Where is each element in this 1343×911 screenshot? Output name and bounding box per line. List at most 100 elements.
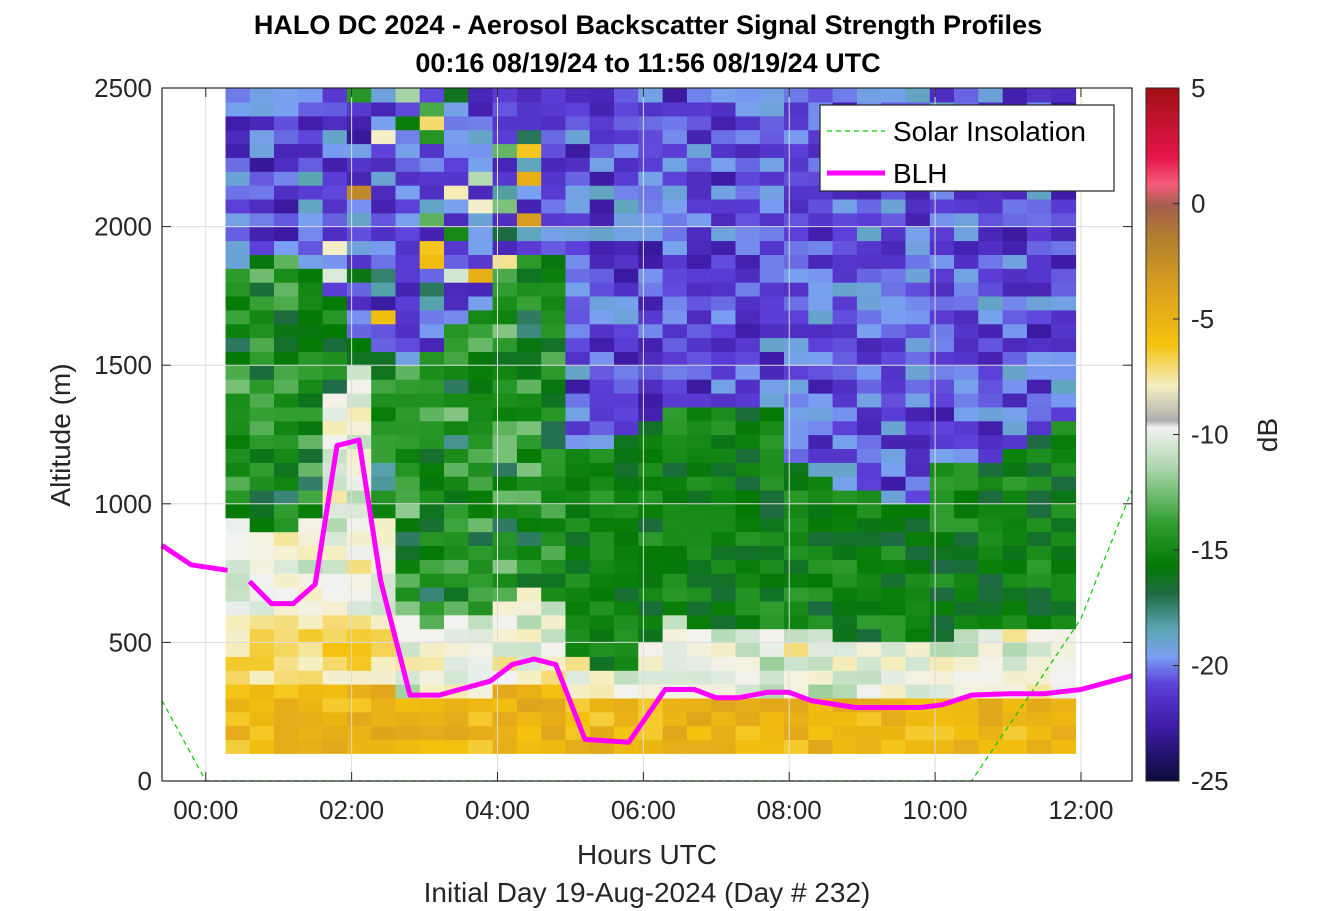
heatmap-cell xyxy=(249,254,275,269)
heatmap-cell xyxy=(274,503,299,519)
heatmap-cell xyxy=(759,226,785,242)
heatmap-cell xyxy=(298,226,324,242)
heatmap-cell xyxy=(954,517,979,533)
heatmap-cell xyxy=(225,392,251,408)
heatmap-cell xyxy=(322,309,348,325)
heatmap-cell xyxy=(371,434,397,449)
heatmap-cell xyxy=(492,406,518,422)
heatmap-cell xyxy=(298,517,324,533)
heatmap-cell xyxy=(1026,212,1052,228)
heatmap-cell xyxy=(929,739,955,754)
heatmap-cell xyxy=(492,101,518,117)
heatmap-cell xyxy=(905,725,931,741)
heatmap-cell xyxy=(565,115,591,131)
heatmap-cell xyxy=(759,392,785,408)
heatmap-cell xyxy=(541,101,567,117)
heatmap-cell xyxy=(662,656,688,671)
heatmap-cell xyxy=(371,684,397,699)
heatmap-cell xyxy=(565,212,591,228)
heatmap-cell xyxy=(808,268,834,283)
heatmap-cell xyxy=(784,101,809,117)
heatmap-cell xyxy=(565,628,591,643)
heatmap-cell xyxy=(735,642,761,657)
heatmap-cell xyxy=(832,545,858,560)
heatmap-cell xyxy=(711,226,737,242)
heatmap-cell xyxy=(371,503,397,519)
heatmap-cell xyxy=(735,282,761,297)
heatmap-cell xyxy=(711,684,737,699)
heatmap-cell xyxy=(444,212,469,228)
heatmap-cell xyxy=(395,462,421,477)
heatmap-cell xyxy=(395,212,421,228)
heatmap-cell xyxy=(565,462,591,477)
heatmap-cell xyxy=(856,600,882,616)
heatmap-cell xyxy=(905,268,931,283)
heatmap-cell xyxy=(929,545,955,560)
heatmap-cell xyxy=(541,517,567,533)
heatmap-cell xyxy=(274,337,299,352)
heatmap-cell xyxy=(444,185,469,200)
heatmap-cell xyxy=(929,323,955,339)
heatmap-cell xyxy=(856,684,882,699)
heatmap-cell xyxy=(954,351,979,366)
heatmap-cell xyxy=(346,503,372,519)
heatmap-cell xyxy=(322,323,348,339)
heatmap-cell xyxy=(298,420,324,436)
heatmap-cell xyxy=(856,226,882,242)
heatmap-cell xyxy=(395,295,421,311)
heatmap-cell xyxy=(881,212,907,228)
heatmap-cell xyxy=(905,379,931,394)
heatmap-cell xyxy=(711,129,737,145)
heatmap-cell xyxy=(589,711,615,727)
heatmap-cell xyxy=(298,739,324,754)
heatmap-cell xyxy=(686,240,712,255)
heatmap-cell xyxy=(808,420,834,436)
heatmap-cell xyxy=(905,88,931,103)
heatmap-cell xyxy=(225,254,251,269)
heatmap-cell xyxy=(541,684,567,699)
heatmap-cell xyxy=(832,351,858,366)
heatmap-cell xyxy=(808,628,834,643)
heatmap-cell xyxy=(589,157,615,172)
heatmap-cell xyxy=(1002,198,1028,214)
heatmap-cell xyxy=(444,309,469,325)
heatmap-cell xyxy=(444,545,469,560)
heatmap-cell xyxy=(541,642,567,657)
heatmap-cell xyxy=(881,198,907,214)
heatmap-cell xyxy=(274,697,299,713)
heatmap-cell xyxy=(225,420,251,436)
heatmap-cell xyxy=(565,379,591,394)
heatmap-cell xyxy=(614,684,639,699)
heatmap-cell xyxy=(954,670,979,685)
heatmap-cell xyxy=(929,642,955,657)
heatmap-cell xyxy=(735,545,761,560)
heatmap-cell xyxy=(638,129,664,145)
heatmap-cell xyxy=(444,129,469,145)
heatmap-cell xyxy=(954,489,979,505)
heatmap-cell xyxy=(468,365,494,380)
heatmap-cell xyxy=(516,600,542,616)
heatmap-cell xyxy=(614,628,639,643)
heatmap-cell xyxy=(881,434,907,449)
heatmap-cell xyxy=(929,600,955,616)
heatmap-cell xyxy=(419,254,445,269)
heatmap-cell xyxy=(1002,282,1028,297)
heatmap-cell xyxy=(298,115,324,131)
heatmap-cell xyxy=(468,517,494,533)
heatmap-cell xyxy=(468,642,494,657)
heatmap-cell xyxy=(468,323,494,339)
heatmap-cell xyxy=(711,739,737,754)
heatmap-cell xyxy=(492,476,518,491)
heatmap-cell xyxy=(492,545,518,560)
heatmap-cell xyxy=(978,489,1004,505)
heatmap-cell xyxy=(322,198,348,214)
heatmap-cell xyxy=(419,88,445,103)
heatmap-cell xyxy=(638,254,664,269)
heatmap-cell xyxy=(298,254,324,269)
colorbar-ticks: 50-5-10-15-20-25 xyxy=(1173,73,1229,796)
heatmap-cell xyxy=(468,392,494,408)
heatmap-cell xyxy=(614,351,639,366)
heatmap-cell xyxy=(735,268,761,283)
heatmap-cell xyxy=(1002,614,1028,630)
